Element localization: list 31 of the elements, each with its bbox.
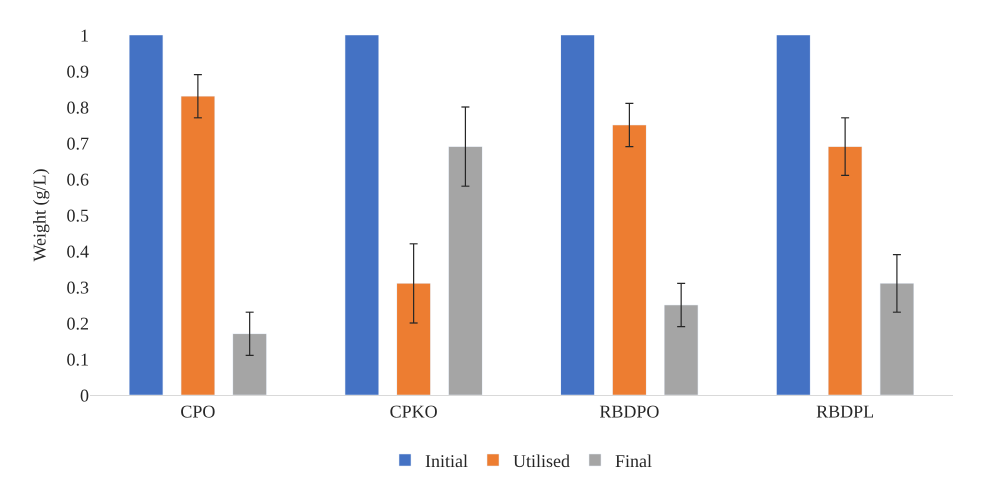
y-tick-label: 0.1 xyxy=(66,349,89,370)
legend-label: Final xyxy=(615,451,652,472)
bar xyxy=(396,283,431,395)
bar xyxy=(232,334,267,395)
y-tick-label: 0.2 xyxy=(66,313,89,334)
y-tick-label: 0 xyxy=(80,385,89,406)
y-tick-label: 0.7 xyxy=(66,133,89,154)
y-tick-label: 0.5 xyxy=(66,205,89,226)
bar xyxy=(180,96,215,395)
bar xyxy=(880,283,914,395)
bar xyxy=(612,124,646,395)
bar xyxy=(560,35,595,395)
bar xyxy=(664,304,698,395)
x-tick-label: RBDPL xyxy=(816,402,874,422)
y-tick-label: 0.3 xyxy=(66,277,89,298)
bar xyxy=(129,35,164,395)
y-axis-title: Weight (g/L) xyxy=(30,168,50,262)
bar xyxy=(344,35,379,395)
x-tick-label: RBDPO xyxy=(599,402,660,422)
x-tick-label: CPKO xyxy=(390,402,438,422)
y-tick-label: 0.9 xyxy=(66,61,89,82)
bar xyxy=(828,146,862,395)
legend-label: Initial xyxy=(425,451,468,472)
bar xyxy=(448,146,482,395)
bar xyxy=(776,35,810,395)
y-tick-label: 1 xyxy=(80,25,89,46)
y-tick-label: 0.4 xyxy=(66,241,89,262)
x-tick-label: CPO xyxy=(180,402,216,422)
y-tick-label: 0.6 xyxy=(66,169,89,190)
legend-label: Utilised xyxy=(513,451,570,472)
y-tick-label: 0.8 xyxy=(66,97,89,118)
